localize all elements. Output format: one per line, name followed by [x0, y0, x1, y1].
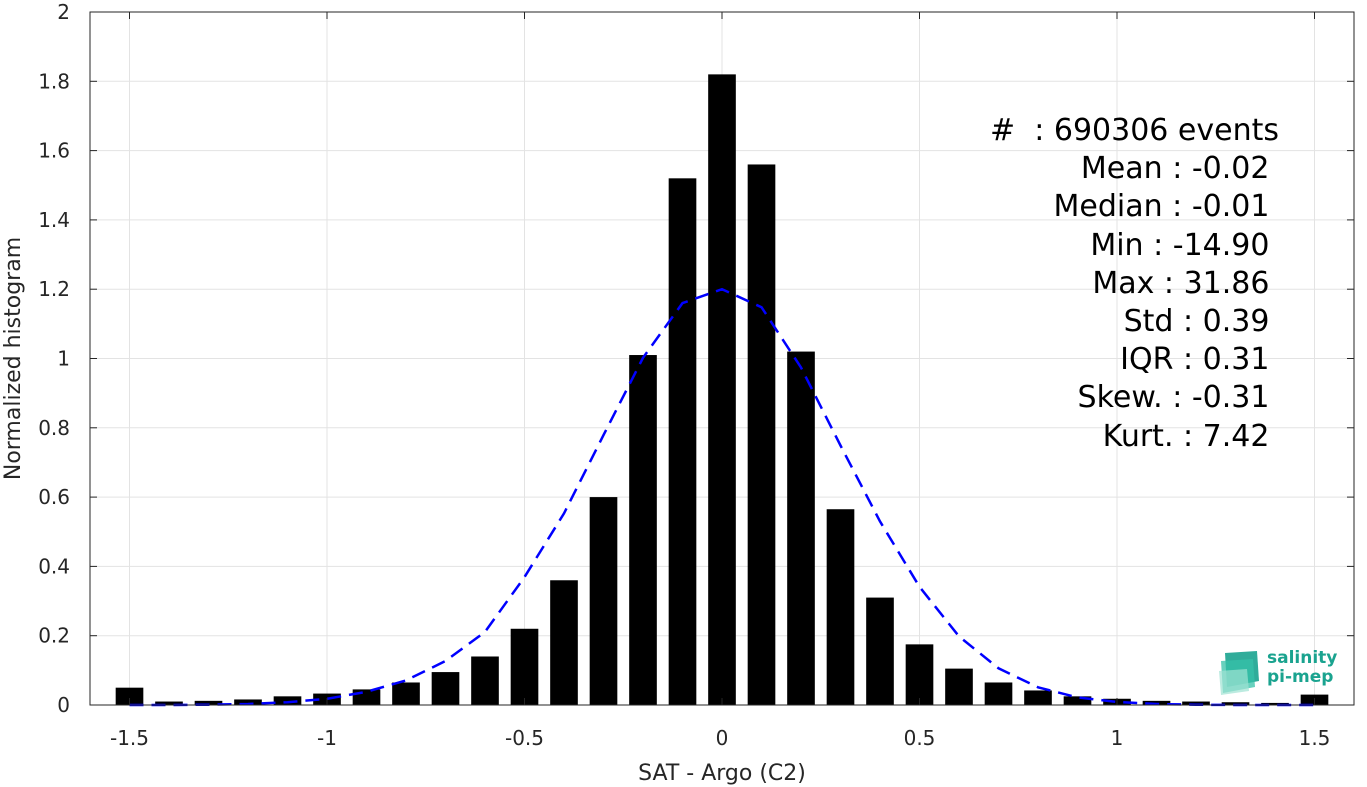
y-tick-label: 1.2 — [38, 277, 70, 301]
histogram-bar — [352, 689, 381, 705]
histogram-bar — [787, 351, 815, 705]
y-tick-label: 2 — [57, 0, 70, 24]
histogram-bar — [866, 597, 894, 705]
histogram-bars — [115, 74, 1329, 706]
histogram-bar — [629, 355, 657, 705]
y-tick-label: 1.8 — [38, 69, 70, 93]
statistics-box: # : 690306 events Mean : -0.02 Median : … — [990, 112, 1279, 456]
y-tick-label: 0.6 — [38, 485, 70, 509]
histogram-bar — [194, 700, 223, 705]
y-tick-label: 0.8 — [38, 416, 70, 440]
x-tick-label: -0.5 — [505, 726, 544, 750]
histogram-bar — [510, 628, 539, 705]
histogram-bar — [234, 699, 262, 705]
y-axis-ticks: 0 0.2 0.4 0.6 0.8 1 1.2 1.4 1.6 1.8 2 — [38, 0, 1354, 717]
histogram-bar — [984, 682, 1013, 705]
x-tick-label: 0.5 — [904, 726, 936, 750]
x-axis-ticks: -1.5 -1 -0.5 0 0.5 1 1.5 — [110, 12, 1330, 750]
y-tick-label: 1.4 — [38, 208, 70, 232]
stat-mean: Mean : -0.02 — [1080, 151, 1279, 187]
histogram-bar — [1063, 696, 1092, 705]
stat-skew: Skew. : -0.31 — [1077, 380, 1279, 416]
x-tick-label: 1.5 — [1299, 726, 1331, 750]
stat-max: Max : 31.86 — [1092, 265, 1279, 301]
histogram-bar — [471, 656, 499, 705]
x-axis-label: SAT - Argo (C2) — [638, 761, 806, 786]
stat-min: Min : -14.90 — [1090, 227, 1279, 263]
histogram-bar — [826, 509, 855, 705]
stat-count: # : 690306 events — [990, 113, 1279, 148]
histogram-bar — [431, 672, 460, 705]
histogram-bar — [945, 668, 973, 705]
y-tick-label: 0 — [57, 693, 70, 717]
histogram-bar — [273, 696, 302, 705]
stat-iqr: IQR : 0.31 — [1120, 342, 1279, 378]
y-tick-label: 0.4 — [38, 554, 70, 578]
x-tick-label: 1 — [1111, 726, 1124, 750]
y-axis-label: Normalized histogram — [1, 237, 26, 480]
gaussian-fit-line — [129, 287, 1315, 707]
logo-wave-icon — [1219, 651, 1259, 695]
y-tick-label: 1 — [57, 347, 70, 371]
logo-text-line2: pi-mep — [1267, 667, 1334, 687]
x-tick-label: -1 — [317, 726, 337, 750]
logo-text-line1: salinity — [1267, 648, 1338, 668]
y-tick-label: 1.6 — [38, 139, 70, 163]
histogram-bar — [1024, 690, 1052, 705]
stat-median: Median : -0.01 — [1053, 189, 1279, 225]
stat-kurt: Kurt. : 7.42 — [1102, 418, 1279, 454]
salinity-pimep-logo: salinity pi-mep — [1217, 645, 1347, 695]
histogram-bar — [1221, 702, 1250, 705]
histogram-bar — [905, 644, 934, 705]
histogram-bar — [747, 164, 776, 705]
histogram-bar — [668, 178, 697, 705]
histogram-bar — [708, 74, 736, 706]
x-tick-label: -1.5 — [110, 726, 149, 750]
stat-std: Std : 0.39 — [1123, 304, 1279, 340]
y-tick-label: 0.2 — [38, 624, 70, 648]
histogram-bar — [550, 580, 578, 705]
histogram-bar — [589, 497, 618, 705]
histogram-bar — [1261, 702, 1289, 705]
histogram-bar — [1182, 701, 1210, 705]
histogram-bar — [392, 682, 420, 705]
histogram-bar — [155, 701, 183, 705]
x-tick-label: 0 — [716, 726, 729, 750]
histogram-bar — [115, 687, 144, 705]
